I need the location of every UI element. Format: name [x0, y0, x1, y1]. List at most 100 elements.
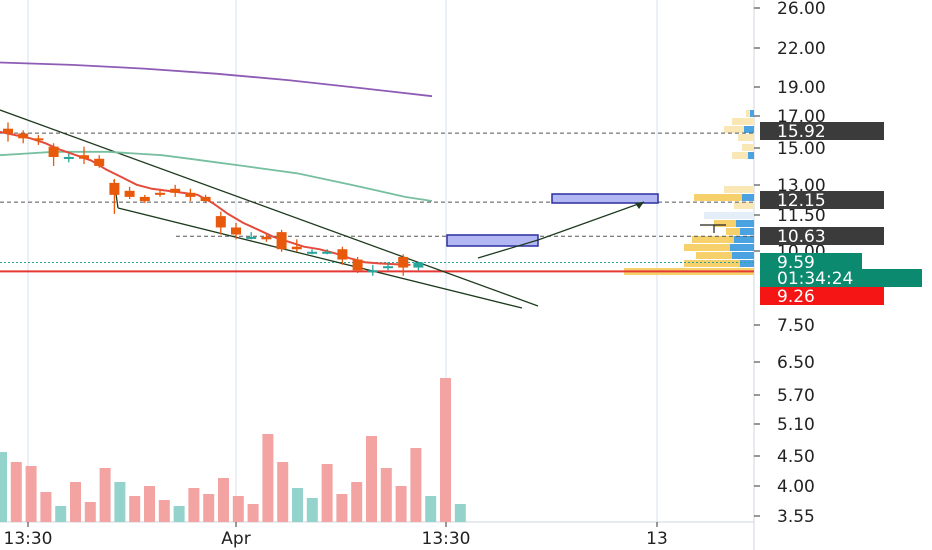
volume-profile-blue-row [736, 220, 754, 227]
ma-mid-line [0, 150, 433, 202]
price-tick-label: 19.00 [777, 78, 826, 98]
candle-body [79, 155, 89, 159]
candle-body [337, 249, 348, 260]
volume-profile-blue-row [748, 152, 754, 159]
arrow-head [635, 202, 644, 209]
price-tag-label: 10.63 [777, 227, 826, 247]
volume-bar [40, 492, 52, 522]
price-tick-label: 11.50 [777, 206, 826, 226]
time-axis[interactable]: 13:30 Apr 13:30 13 [4, 522, 668, 549]
price-tag-label: 9.26 [777, 287, 815, 307]
volume-profile-blue-row [742, 194, 754, 201]
time-tick-label: 13 [646, 529, 668, 549]
candle-body [155, 192, 165, 195]
price-tick-label: 6.50 [777, 353, 815, 373]
candle-body [215, 216, 226, 228]
volume-bar [425, 496, 437, 522]
price-tick-label: 22.00 [777, 39, 826, 59]
volume-bar [10, 462, 22, 522]
volume-profile-row [724, 186, 754, 193]
volume-bar [114, 482, 126, 522]
candle-body [94, 158, 105, 166]
volume-bar [277, 462, 289, 522]
candle-body [18, 133, 29, 139]
channel-upper-line [0, 109, 539, 307]
volume-profile-row [734, 202, 754, 209]
volume-bar [99, 468, 111, 522]
price-tick-label: 7.50 [777, 316, 815, 336]
candle-body [200, 196, 211, 202]
projection-line-2 [537, 201, 645, 241]
tag-countdown: 01:34:24 [760, 269, 922, 289]
projection-line-1 [477, 239, 539, 259]
price-tag-background [760, 122, 884, 140]
price-tag-label: 9.59 [777, 253, 815, 273]
candle-body [139, 196, 150, 202]
volume-bar [144, 486, 155, 522]
volume-profile-blue-row [732, 252, 754, 259]
price-tick-label: 15.00 [777, 139, 826, 159]
moving-averages [0, 61, 433, 266]
tag-9-59: 9.59 [760, 253, 862, 273]
candle-body [352, 259, 363, 271]
price-tick-label: 5.70 [777, 386, 815, 406]
time-tick-label: 13:30 [4, 529, 53, 549]
volume-bar [203, 494, 215, 522]
tag-10-63: 10.63 [760, 227, 884, 247]
volume-bar [84, 502, 96, 522]
volume-bar [306, 498, 318, 522]
volume-profile-row [696, 252, 754, 259]
channel-lower-line [117, 207, 523, 309]
volume-bar [232, 496, 244, 522]
price-tag-background [760, 253, 862, 271]
target-box-2 [551, 193, 659, 204]
volume-bar [262, 434, 274, 522]
volume-bar [188, 488, 200, 522]
volume-bar [380, 468, 392, 522]
volume-bar [454, 504, 466, 522]
volume-profile-blue-row [730, 244, 754, 251]
volume-bar [0, 452, 7, 522]
candle-body [276, 232, 287, 250]
volume-profile-row [684, 260, 754, 267]
volume-profile-blue-row [740, 260, 754, 267]
volume-profile [624, 110, 754, 275]
volume-profile-blue-row [744, 126, 754, 133]
volume-bars [0, 378, 466, 522]
volume-profile-row [714, 220, 754, 227]
volume-profile-row [704, 212, 754, 219]
volume-profile-blue-row [750, 110, 754, 117]
volume-bar [247, 504, 259, 522]
candle-body [398, 256, 409, 268]
price-tag-label: 12.15 [777, 191, 826, 211]
volume-bar [440, 378, 451, 522]
candle-body [322, 251, 333, 254]
volume-bar [129, 496, 141, 522]
price-tick-label: 5.10 [777, 415, 815, 435]
price-tag-label: 15.92 [777, 122, 826, 142]
volume-bar [70, 482, 81, 522]
volume-bar [395, 486, 407, 522]
volume-profile-blue-row [740, 228, 754, 235]
volume-bar [25, 466, 37, 522]
volume-profile-row [692, 236, 754, 243]
time-tick-label: Apr [221, 529, 250, 549]
ma-slow-line [0, 61, 433, 98]
time-tick-label: 13:30 [422, 529, 471, 549]
candle-body [170, 188, 181, 193]
candle-body [367, 270, 378, 273]
candles [3, 122, 424, 276]
price-tag-label: 01:34:24 [777, 269, 853, 289]
volume-bar [218, 478, 229, 522]
price-tick-label: 3.55 [777, 507, 815, 527]
volume-bar [336, 494, 348, 522]
volume-profile-row [738, 134, 754, 141]
volume-profile-row [742, 144, 754, 151]
volume-bar [173, 506, 185, 522]
volume-profile-row [724, 126, 754, 133]
candle-body [291, 246, 302, 250]
candle-body [33, 138, 44, 141]
volume-profile-row [732, 152, 754, 159]
